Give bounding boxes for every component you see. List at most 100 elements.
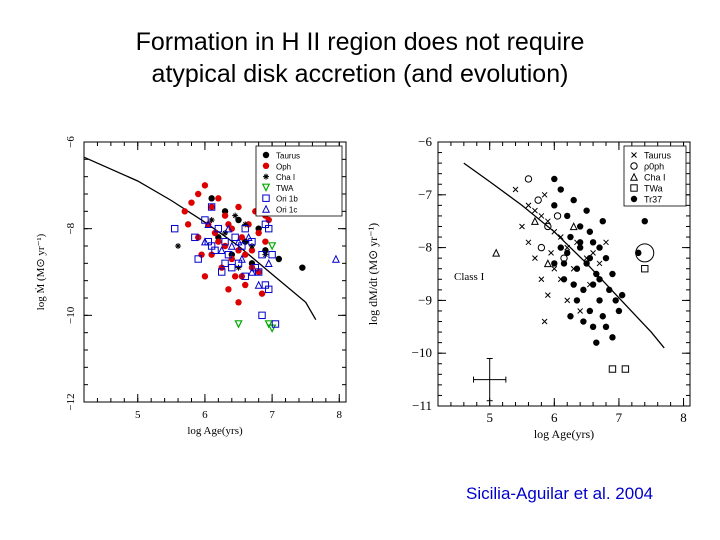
data-point xyxy=(231,233,239,242)
data-point xyxy=(181,208,188,215)
series-ori-1b xyxy=(170,203,280,328)
data-point xyxy=(557,234,564,240)
y-tick-label: −6 xyxy=(418,134,432,149)
y-tick-label: −9 xyxy=(418,292,432,307)
data-point xyxy=(175,243,182,249)
data-point xyxy=(201,216,209,224)
data-point xyxy=(641,218,648,225)
y-tick-label: −8 xyxy=(65,222,77,234)
data-point xyxy=(234,259,243,268)
data-point xyxy=(191,233,199,242)
data-point xyxy=(570,196,577,204)
data-point xyxy=(602,254,610,262)
y-tick-label: −10 xyxy=(65,306,77,324)
data-point xyxy=(225,286,232,293)
data-point xyxy=(234,320,243,329)
x-tick-label: 5 xyxy=(135,409,141,421)
data-point xyxy=(208,195,215,202)
legend-label: TWA xyxy=(276,184,294,193)
data-point xyxy=(608,365,617,373)
data-point xyxy=(255,229,262,237)
data-point xyxy=(218,268,226,276)
data-point xyxy=(241,224,249,233)
data-point xyxy=(264,259,273,268)
data-point xyxy=(222,230,229,236)
data-point xyxy=(265,285,273,294)
data-point xyxy=(271,320,280,328)
data-point xyxy=(188,199,195,206)
slide-title: Formation in H II region does not requir… xyxy=(0,26,720,90)
data-point xyxy=(525,239,532,246)
error-bar xyxy=(473,357,507,402)
data-point xyxy=(231,273,239,280)
data-point xyxy=(564,244,571,251)
x-tick-label: 7 xyxy=(269,409,275,421)
legend-marker xyxy=(631,152,637,158)
data-point xyxy=(586,307,594,315)
data-point xyxy=(621,365,630,373)
legend-label: ρ0ph xyxy=(644,162,664,172)
data-point xyxy=(570,281,577,288)
legend-marker xyxy=(630,184,638,192)
data-point xyxy=(599,313,606,320)
legend-label: Tr37 xyxy=(644,195,662,205)
data-point xyxy=(194,255,202,263)
model-curve xyxy=(84,156,317,321)
data-point xyxy=(564,249,571,257)
data-point xyxy=(543,259,552,268)
data-point xyxy=(576,244,584,251)
data-point xyxy=(564,212,571,220)
data-point xyxy=(234,237,243,246)
plot-area xyxy=(84,156,340,333)
data-point xyxy=(207,242,216,250)
data-point xyxy=(583,207,590,214)
data-point xyxy=(258,250,266,259)
legend-marker xyxy=(263,173,269,180)
data-point xyxy=(224,250,233,259)
data-point xyxy=(580,286,587,294)
x-tick-label: 6 xyxy=(202,409,208,421)
data-point xyxy=(519,223,525,230)
data-point xyxy=(238,234,246,241)
data-point xyxy=(530,216,539,225)
data-point xyxy=(215,238,222,245)
data-point xyxy=(577,308,584,314)
series-twa xyxy=(608,265,649,373)
legend-marker xyxy=(629,172,639,181)
plot-frame xyxy=(83,141,347,403)
data-point xyxy=(242,221,249,228)
data-point xyxy=(247,267,256,276)
x-tick-label: 7 xyxy=(616,410,623,425)
data-point xyxy=(609,270,616,278)
series-ori-1c xyxy=(200,220,340,289)
x-tick-label: 6 xyxy=(551,410,558,425)
data-point xyxy=(221,242,229,250)
data-point xyxy=(248,247,256,254)
data-point xyxy=(641,265,649,273)
data-point xyxy=(593,270,600,278)
data-point xyxy=(569,222,578,231)
data-point xyxy=(215,195,222,202)
data-point xyxy=(586,228,594,235)
data-point xyxy=(538,276,545,283)
data-point xyxy=(201,182,209,189)
x-axis-label: log Age(yrs) xyxy=(534,427,594,441)
legend-marker xyxy=(630,195,638,203)
data-point xyxy=(589,281,597,288)
data-point xyxy=(599,218,606,225)
data-point xyxy=(596,260,603,267)
data-point xyxy=(254,280,263,289)
data-point xyxy=(235,216,242,224)
series--0ph xyxy=(524,175,568,262)
series-oph xyxy=(181,182,272,306)
x-axis-label: log Age(yrs) xyxy=(187,425,243,437)
data-point xyxy=(267,242,277,251)
data-point xyxy=(635,249,642,257)
data-point xyxy=(241,272,249,281)
data-point xyxy=(492,248,501,257)
data-point xyxy=(567,233,574,241)
right-chart: 5 6 7 8 −6 −7 −8 −9 −10 −11 log Age(yrs) log dM/dt … xyxy=(366,134,691,441)
data-point xyxy=(583,260,590,267)
x-tick-label: 5 xyxy=(486,410,493,425)
data-point xyxy=(248,237,256,246)
